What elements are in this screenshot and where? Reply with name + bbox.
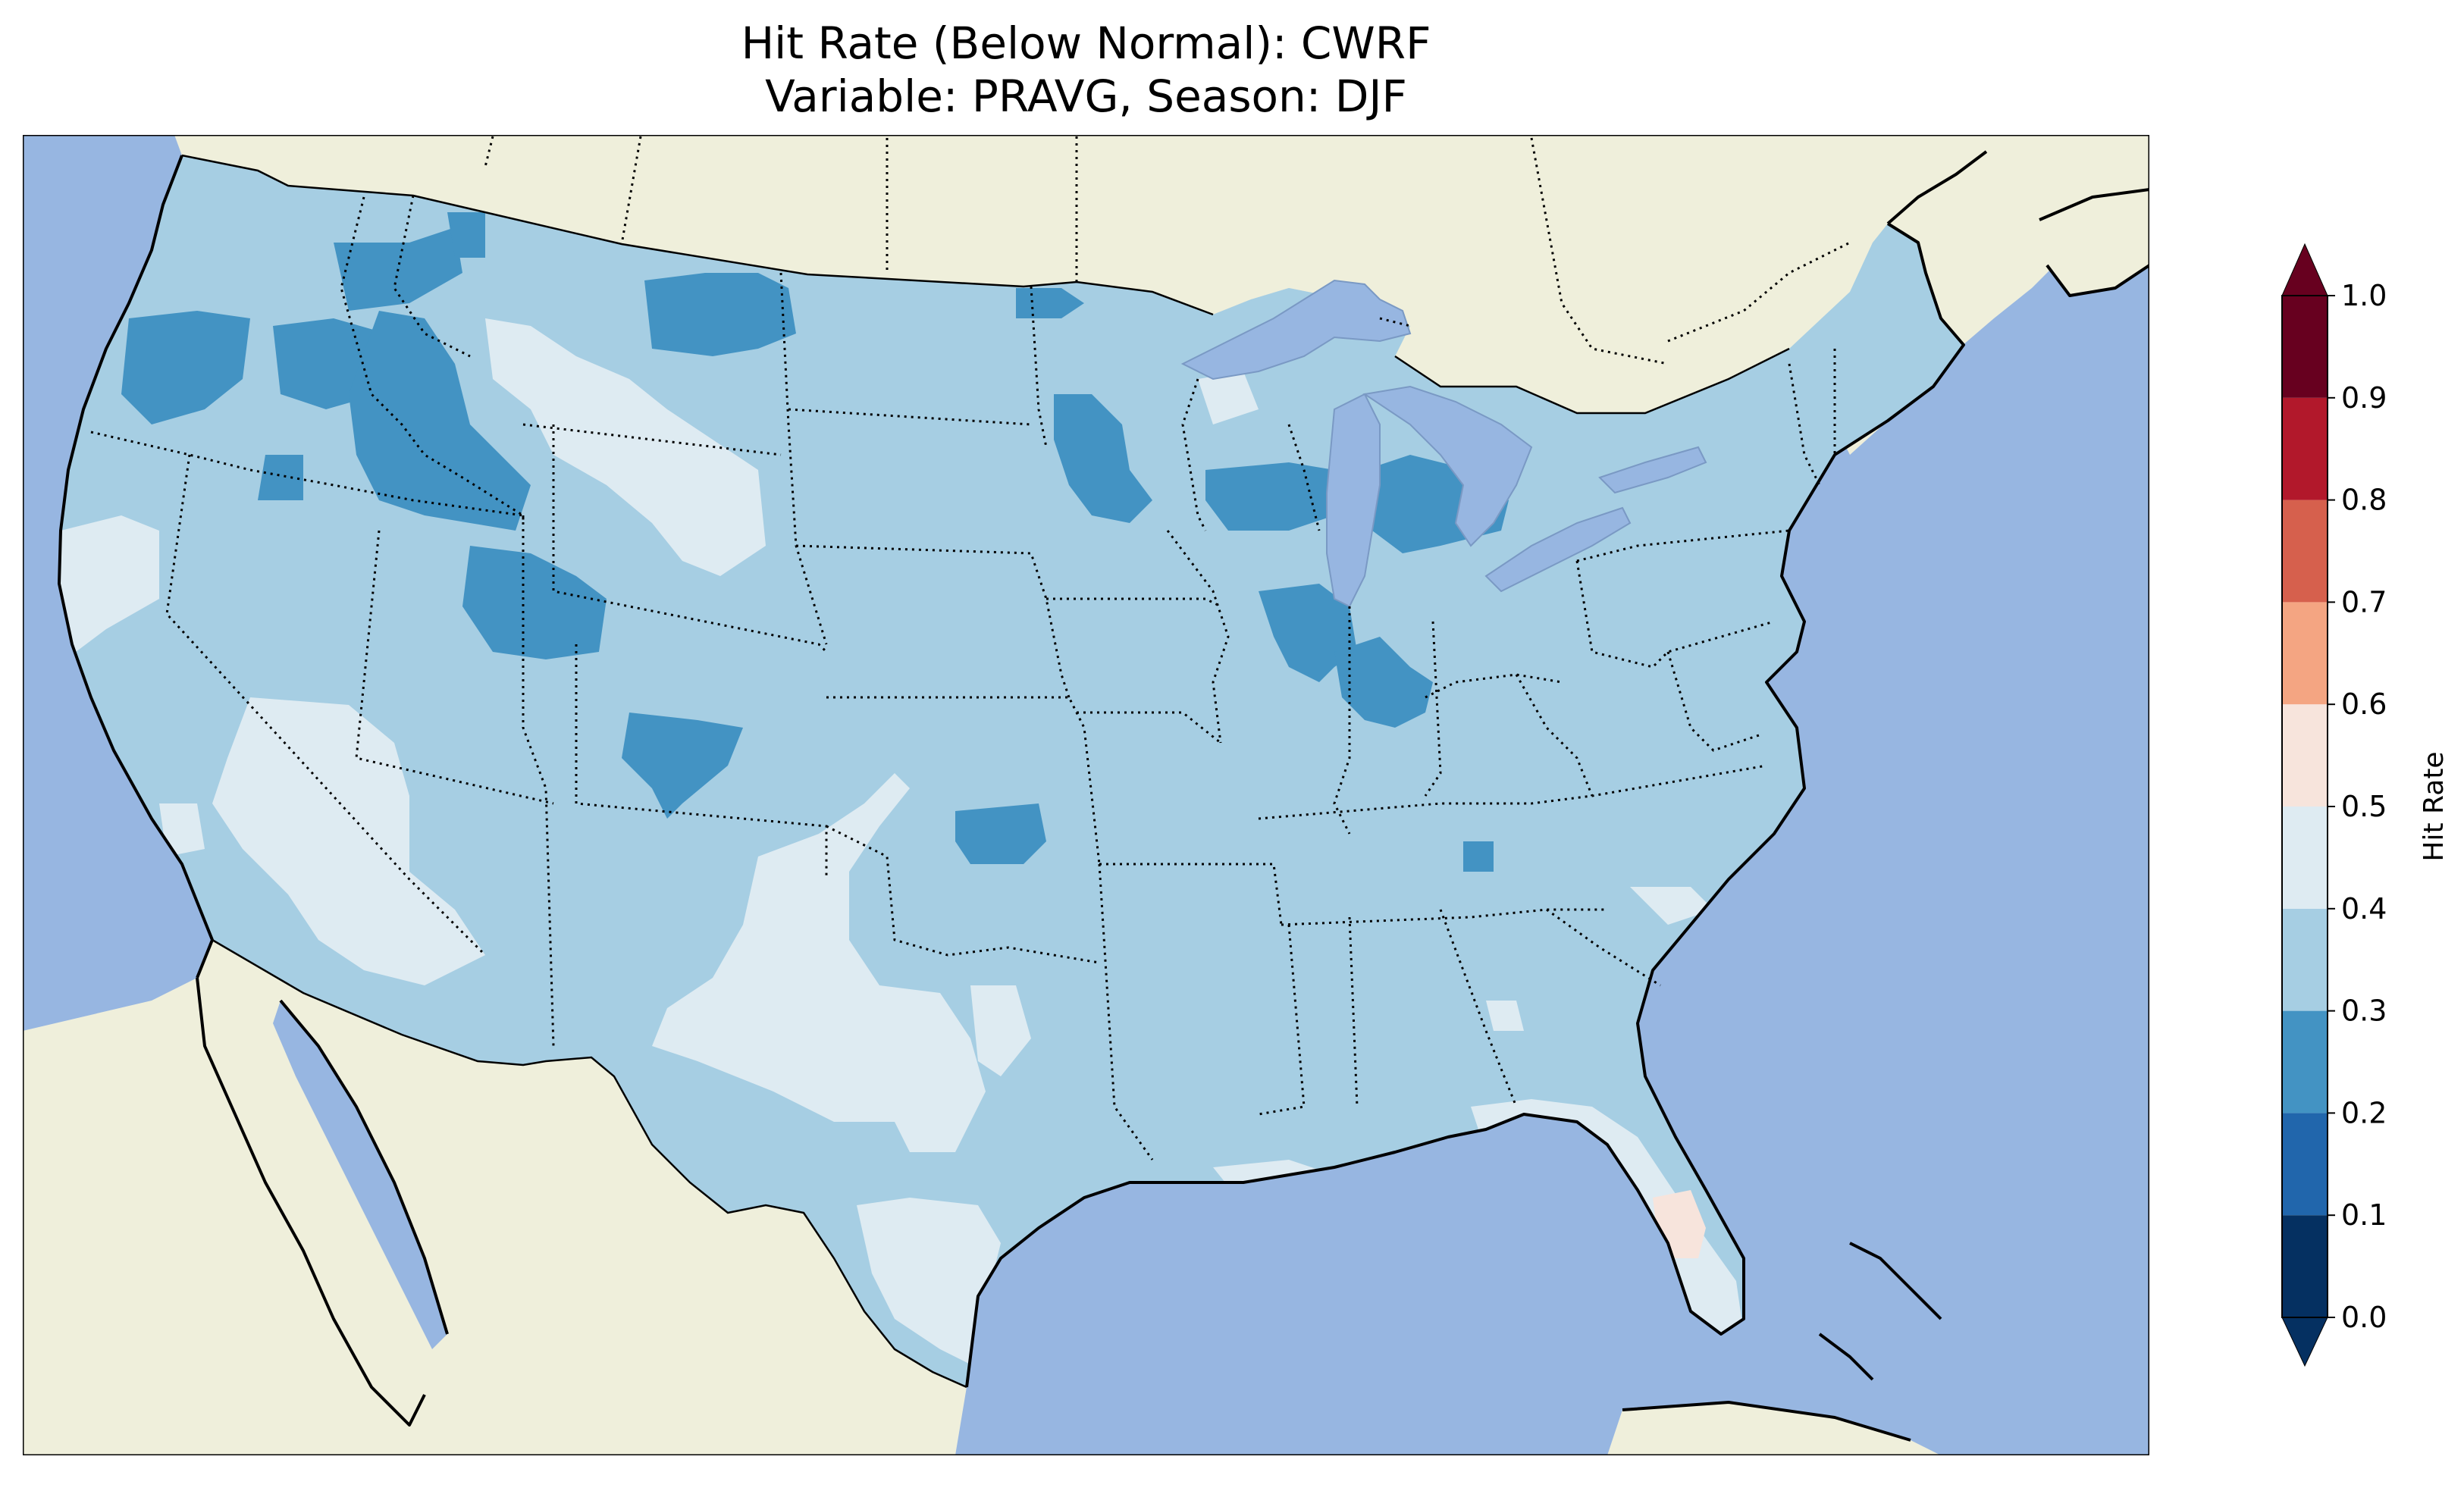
lake-michigan (1326, 393, 1381, 608)
baja-peninsula (190, 978, 425, 1425)
lake-huron (1362, 385, 1533, 547)
map-subtitle: Variable: PRAVG, Season: DJF (765, 70, 1407, 122)
great-lakes (1180, 279, 1707, 608)
lake-ontario (1598, 446, 1707, 494)
lake-superior (1180, 279, 1412, 381)
coastlines (58, 150, 2149, 1442)
lake-erie (1484, 506, 1632, 593)
gulf-of-california (273, 1001, 447, 1349)
maritimes-land (2039, 189, 2149, 296)
state-borders (90, 136, 1851, 1160)
caribbean-land (1607, 1402, 1941, 1455)
map-title: Hit Rate (Below Normal): CWRF (741, 17, 1431, 69)
